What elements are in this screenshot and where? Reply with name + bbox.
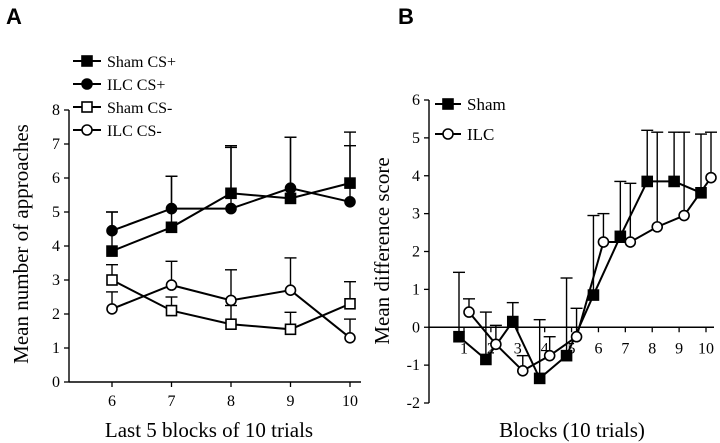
panel-b-y-tick-label: 4	[412, 168, 420, 185]
panel-b-x-tick-label: 3	[514, 340, 522, 357]
legend-label: Sham CS-	[107, 100, 172, 117]
series-line	[468, 177, 712, 373]
data-point	[225, 294, 237, 307]
panel-a-y-tick-label: 4	[52, 238, 60, 255]
data-point	[651, 221, 664, 233]
panel-a-x-axis-title: Last 5 blocks of 10 trials	[105, 418, 313, 442]
data-point	[165, 304, 178, 317]
data-point	[284, 192, 297, 205]
data-point	[344, 331, 356, 344]
data-point	[453, 330, 465, 343]
data-point	[516, 365, 529, 377]
data-point	[533, 372, 546, 385]
panel-a-x-tick-label: 9	[287, 393, 295, 410]
legend-label: ILC CS-	[107, 123, 162, 140]
data-point	[165, 202, 178, 215]
panel-b-x-tick-label: 7	[621, 340, 629, 357]
legend-marker	[81, 78, 93, 90]
panel-a-y-tick-label: 2	[52, 306, 60, 323]
data-point	[678, 209, 690, 222]
legend-label: Sham CS+	[107, 54, 176, 71]
panel-b-y-tick-label: 1	[412, 281, 420, 298]
panel-a-y-tick-label: 1	[52, 340, 60, 357]
data-point	[506, 315, 519, 328]
data-point	[705, 171, 717, 184]
panel-a-chart: 0 1 2 3 4 5 6 7 8 6 7 8 9 10 Last 5 blocks of 10 trial…	[9, 54, 361, 442]
data-point	[543, 349, 556, 362]
panel-a-y-tick-label: 7	[52, 136, 60, 153]
legend-marker	[81, 101, 93, 113]
panel-a-y-axis-title: Mean number of approaches	[9, 124, 33, 364]
panel-a-x-tick-label: 8	[227, 393, 235, 410]
panel-a-y-tick-label: 6	[52, 170, 60, 187]
legend-label: Sham	[467, 95, 506, 114]
panel-b-x-tick-label: 2	[487, 340, 495, 357]
panel-a-x-tick-label: 6	[108, 393, 116, 410]
panel-b-y-tick-label: 0	[412, 319, 420, 336]
data-point	[106, 224, 118, 237]
legend-marker	[442, 128, 454, 140]
data-point	[106, 303, 118, 315]
data-point	[284, 182, 297, 194]
data-point	[225, 318, 237, 331]
panel-b-x-tick-label: 10	[698, 340, 714, 357]
panel-b-x-tick-label: 4	[541, 340, 549, 357]
panel-b-letter: B	[398, 4, 414, 29]
data-point	[570, 330, 583, 343]
panel-b-series-1	[463, 131, 717, 377]
data-point	[560, 349, 573, 362]
panel-a-x-tick-label: 10	[342, 393, 358, 410]
legend-marker	[442, 98, 454, 110]
data-point	[668, 175, 680, 188]
legend-label: ILC	[467, 125, 494, 144]
legend-label: ILC CS+	[107, 77, 165, 94]
panel-a-y-tick-label: 5	[52, 204, 60, 221]
data-point	[490, 338, 502, 351]
panel-b-legend: Sham ILC	[435, 95, 506, 144]
panel-b-y-tick-label: 3	[412, 206, 420, 223]
panel-b-y-tick-label: 5	[412, 130, 420, 147]
panel-b-y-tick-label: 2	[412, 244, 420, 261]
data-point	[106, 274, 118, 286]
data-point	[165, 279, 178, 291]
panel-a-series-2	[106, 264, 356, 336]
data-point	[463, 306, 475, 318]
data-point	[344, 196, 356, 208]
data-point	[614, 230, 627, 243]
panel-b-y-tick-label: -2	[407, 395, 420, 412]
panel-a-y-tick-label: 3	[52, 272, 60, 289]
panel-b-y-axis-title: Mean difference score	[370, 157, 394, 344]
data-point	[284, 284, 297, 297]
panel-a-legend: Sham CS+ ILC CS+ Sham CS- ILC CS-	[73, 54, 176, 140]
data-point	[165, 221, 178, 234]
data-point	[225, 202, 237, 215]
panel-b-x-axis-title: Blocks (10 trials)	[499, 418, 645, 442]
data-point	[624, 236, 637, 248]
panel-a-series-1	[106, 136, 356, 237]
data-point	[106, 245, 118, 257]
panel-b-chart: -2 -1 0 1 2 3 4 5 6 1 2 3 4 5 6 7 8 9 10 Blocks (10 trials)…	[370, 92, 717, 442]
panel-a-x-tick-label: 7	[168, 393, 176, 410]
data-point	[284, 323, 297, 336]
data-point	[641, 175, 654, 188]
panel-b-x-tick-label: 1	[460, 340, 468, 357]
panel-a-series-3	[106, 257, 356, 344]
panel-b-y-tick-label: -1	[407, 357, 420, 374]
panel-a-y-tick-label: 0	[52, 374, 60, 391]
legend-marker	[81, 124, 93, 136]
panel-b-x-tick-label: 6	[594, 340, 602, 357]
panel-b-x-tick-label: 8	[648, 340, 656, 357]
panel-b-x-tick-label: 5	[568, 340, 576, 357]
panel-b-x-tick-label: 9	[675, 340, 683, 357]
data-point	[344, 297, 356, 310]
data-point	[480, 353, 492, 366]
data-point	[597, 236, 610, 248]
panel-a-y-tick-label: 8	[52, 102, 60, 119]
panel-a-letter: A	[6, 4, 22, 29]
panel-b-y-tick-label: 6	[412, 92, 420, 109]
legend-marker	[81, 55, 93, 67]
